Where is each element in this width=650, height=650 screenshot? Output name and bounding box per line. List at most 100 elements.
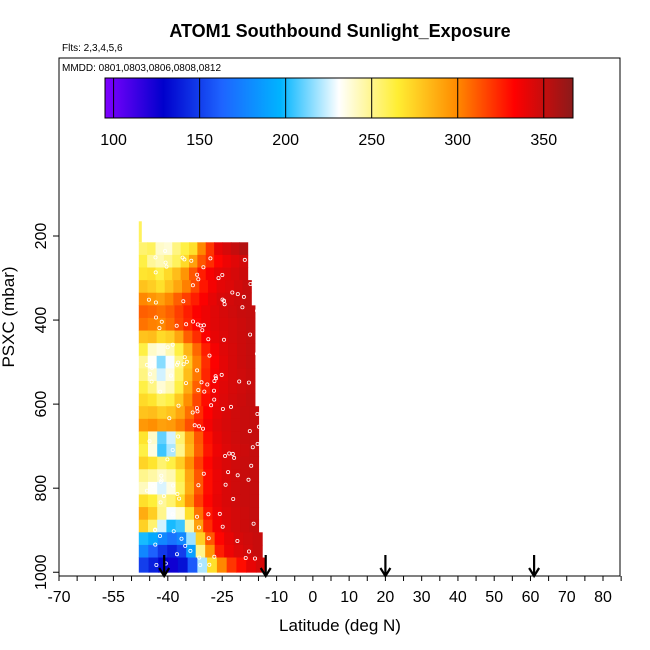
heatmap-cell — [174, 393, 185, 407]
heatmap-cell — [221, 406, 232, 420]
sample-marker — [163, 248, 168, 253]
heatmap-cell — [245, 393, 256, 407]
heatmap-cell — [249, 431, 260, 445]
sample-marker — [196, 388, 201, 393]
heatmap-cell — [230, 469, 241, 483]
heatmap-cell — [210, 355, 220, 369]
heatmap-cell — [219, 355, 229, 369]
sample-marker — [151, 361, 156, 366]
heatmap-cell — [230, 254, 240, 268]
heatmap-cell — [210, 317, 220, 331]
heatmap-cell — [230, 507, 241, 521]
heatmap-cell — [197, 254, 207, 268]
sample-marker — [201, 265, 206, 270]
sample-marker — [164, 264, 169, 269]
heatmap-cell — [230, 481, 241, 495]
heatmap-cell — [138, 355, 149, 369]
colorbar-gradient — [104, 77, 574, 119]
heatmap-cell — [245, 330, 256, 344]
heatmap-cell — [138, 317, 149, 331]
heatmap-cell — [216, 557, 228, 573]
heatmap-cell — [245, 381, 256, 395]
heatmap-cell — [147, 305, 158, 319]
heatmap-cell — [214, 267, 224, 281]
heatmap-cell — [156, 381, 167, 395]
heatmap-cell — [175, 469, 186, 483]
sample-marker — [196, 483, 201, 488]
sample-marker — [148, 372, 153, 377]
heatmap-cell — [230, 494, 241, 508]
sample-marker — [163, 260, 168, 265]
heatmap-cell — [165, 368, 176, 382]
heatmap-cell — [240, 418, 250, 432]
y-tick-label: 600 — [33, 391, 50, 418]
heatmap-cell — [147, 393, 158, 407]
heatmap-cell — [156, 368, 167, 382]
sample-marker — [196, 525, 201, 530]
heatmap-cell — [221, 519, 232, 533]
heatmap-cell — [216, 280, 226, 294]
sample-marker — [153, 270, 158, 275]
sample-marker — [209, 403, 214, 408]
heatmap-cell — [228, 317, 238, 331]
sample-marker — [217, 511, 222, 516]
x-tick-label: -25 — [211, 589, 234, 606]
heatmap-cell — [186, 544, 197, 558]
y-axis: 200 400 600 800 1000 — [33, 223, 59, 590]
y-tick-label: 1000 — [33, 554, 50, 590]
sample-marker — [196, 277, 201, 282]
heatmap-cell — [203, 481, 214, 495]
sample-marker — [248, 281, 253, 286]
heatmap-cell — [240, 469, 250, 483]
heatmap-cell — [201, 305, 211, 319]
heatmap-cell — [138, 292, 149, 306]
heatmap-cell — [173, 292, 183, 306]
heatmap-cell — [156, 280, 166, 294]
heatmap-cell — [165, 355, 176, 369]
sample-marker — [190, 283, 195, 288]
heatmap-cell — [156, 355, 167, 369]
sample-marker — [246, 549, 251, 554]
sample-marker — [249, 463, 254, 468]
heatmap-cell — [197, 242, 207, 256]
heatmap-cell — [233, 292, 244, 306]
sample-marker — [207, 353, 212, 358]
heatmap-cell — [174, 355, 185, 369]
heatmap-cell — [189, 242, 198, 256]
heatmap-cell — [205, 242, 215, 256]
heatmap-cell — [183, 305, 193, 319]
heatmap-cell — [148, 544, 159, 558]
heatmap-cell — [147, 368, 158, 382]
sample-marker — [211, 388, 216, 393]
sample-marker — [171, 483, 176, 488]
heatmap-cell — [219, 368, 229, 382]
heatmap-cell — [249, 507, 260, 521]
colorbar-tick-label: 300 — [444, 132, 471, 149]
heatmap-cell — [221, 418, 232, 432]
sample-marker — [254, 351, 259, 356]
heatmap-cell — [138, 431, 149, 445]
heatmap-cell — [249, 444, 260, 458]
heatmap-cell — [221, 494, 232, 508]
heatmap-cell — [147, 406, 158, 420]
heatmap-cell — [228, 381, 238, 395]
sample-marker — [181, 362, 186, 367]
heatmap-cell — [212, 481, 223, 495]
heatmap-cell — [183, 330, 193, 344]
heatmap-cell — [212, 519, 223, 533]
heatmap-cell — [245, 355, 256, 369]
heatmap-cell — [147, 343, 158, 357]
heatmap-cell — [233, 544, 244, 558]
heatmap-cell — [138, 481, 149, 495]
heatmap-cell — [239, 267, 249, 281]
heatmap-cell — [157, 431, 168, 445]
heatmap-cell — [203, 456, 214, 470]
heatmap-cell — [225, 280, 235, 294]
heatmap-cell — [165, 343, 176, 357]
sample-marker — [242, 257, 247, 262]
heatmap-cell — [184, 469, 195, 483]
heatmap-cell — [157, 469, 168, 483]
sample-marker — [149, 365, 154, 370]
heatmap-cell — [157, 507, 168, 521]
heatmap-cell — [236, 343, 247, 357]
